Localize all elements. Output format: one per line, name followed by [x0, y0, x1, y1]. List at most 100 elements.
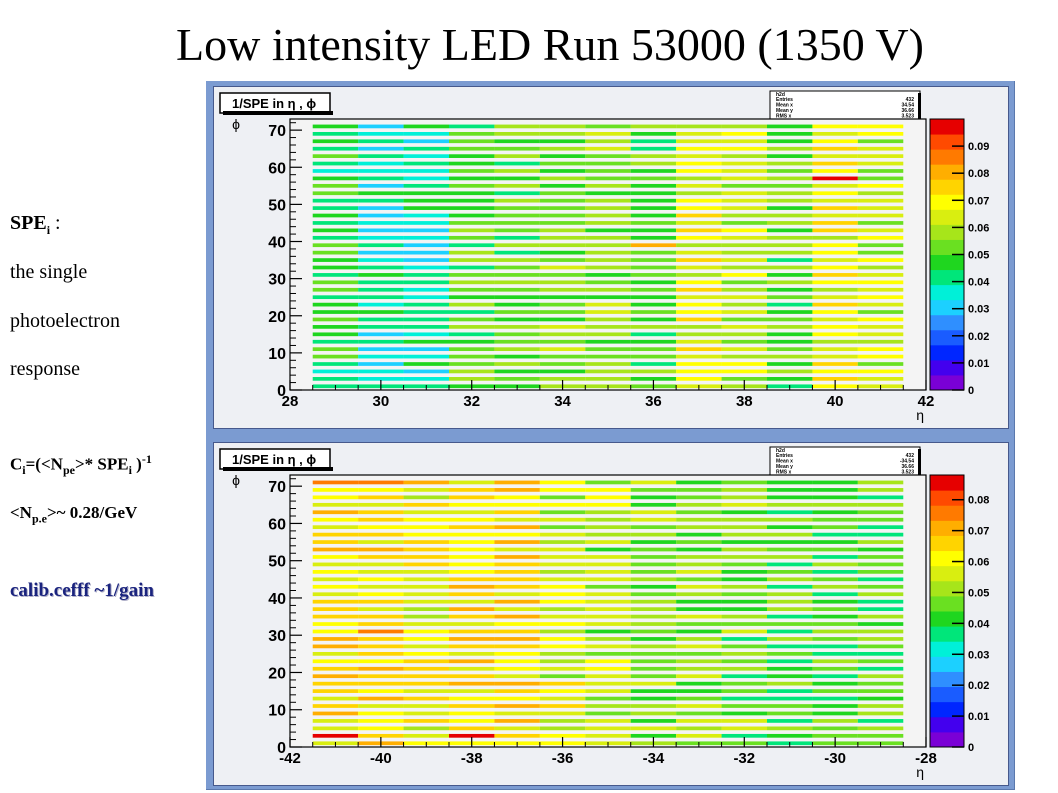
heatmap-cell [358, 488, 404, 492]
heatmap-cell [857, 726, 904, 731]
heatmap-cell [358, 689, 404, 693]
heatmap-cell [449, 295, 495, 300]
heatmap-cell [721, 235, 767, 240]
formula-pe-sub: pe [62, 463, 75, 478]
heatmap-cell [585, 369, 631, 374]
heatmap-cell [358, 213, 404, 218]
stats-value: 432 [906, 97, 915, 103]
heatmap-cell [539, 354, 586, 359]
heatmap-cell [403, 599, 449, 604]
heatmap-cell [449, 339, 495, 344]
heatmap-cell [494, 681, 540, 686]
y-tick-label: 20 [268, 309, 286, 326]
heatmap-cell [812, 317, 858, 322]
heatmap-cell [494, 584, 540, 589]
heatmap-cell [767, 369, 813, 374]
heatmap-cell [721, 124, 767, 129]
heatmap-cell [630, 570, 677, 574]
heatmap-cell [539, 221, 586, 225]
heatmap-cell [358, 154, 404, 158]
heatmap-cell [721, 547, 767, 552]
heatmap-cell [721, 525, 767, 530]
heatmap-pad-negative-eta: 1/SPE in η , ϕ h2d Entries 432 Mean x -34.54 M… [213, 442, 1009, 786]
heatmap-cell [403, 555, 449, 559]
heatmap-cell [494, 228, 540, 233]
heatmap-cell [585, 124, 631, 129]
colorbar-segment [930, 269, 964, 286]
heatmap-cell [449, 176, 495, 181]
heatmap-cell [812, 532, 858, 537]
heatmap-cell [312, 169, 359, 173]
heatmap-cell [449, 332, 495, 337]
heatmap-cell [630, 287, 677, 292]
heatmap-cell [494, 637, 540, 641]
heatmap-cell [358, 124, 404, 129]
heatmap-cell [358, 644, 404, 649]
stats-shadow [918, 449, 921, 483]
colorbar-segment [930, 194, 964, 210]
heatmap-cell [767, 607, 813, 611]
heatmap-cell [857, 637, 904, 641]
heatmap-cell [676, 733, 722, 738]
heatmap-cell [676, 711, 722, 716]
heatmap-cell [857, 555, 904, 559]
heatmap-cell [721, 131, 767, 136]
heatmap-cell [403, 273, 449, 277]
heatmap-cell [767, 317, 813, 322]
heatmap-cell [630, 347, 677, 352]
heatmap-cell [358, 287, 404, 292]
x-tick-label: 34 [554, 393, 571, 410]
spe-colon: : [50, 212, 61, 234]
heatmap-cell [585, 317, 631, 322]
heatmap-cell [449, 599, 495, 604]
heatmap-cell [403, 302, 449, 307]
heatmap-cell [494, 488, 540, 492]
heatmap-cell [721, 265, 767, 270]
heatmap-cell [449, 258, 495, 262]
heatmap-cell [494, 540, 540, 544]
heatmap-cell [676, 228, 722, 233]
heatmap-cell [539, 124, 586, 129]
heatmap-cell [312, 377, 359, 381]
heatmap-cell [449, 659, 495, 664]
heatmap-cell [857, 124, 904, 129]
heatmap-cell [812, 711, 858, 716]
heatmap-cell [721, 198, 767, 203]
heatmap-cell [585, 495, 631, 500]
heatmap-cell [812, 704, 858, 708]
heatmap-cell [449, 235, 495, 240]
heatmap-cell [539, 629, 586, 634]
heatmap-cell [812, 555, 858, 559]
colorbar-segment [930, 520, 964, 536]
heatmap-cell [312, 198, 359, 203]
heatmap-cell [676, 302, 722, 307]
heatmap-cell [812, 644, 858, 649]
heatmap-cell [358, 161, 404, 166]
heatmap-cell [857, 547, 904, 552]
heatmap-cell [449, 302, 495, 307]
heatmap-cell [539, 726, 586, 731]
heatmap-cell [449, 250, 495, 255]
colorbar-tick-label: 0 [968, 742, 974, 754]
heatmap-cell [494, 674, 540, 679]
spe-label: SPE [10, 212, 47, 234]
heatmap-cell [767, 540, 813, 544]
stats-label: Mean x [776, 103, 793, 109]
heatmap-cell [721, 584, 767, 589]
heatmap-cell [676, 674, 722, 679]
heatmap-cell [539, 622, 586, 626]
heatmap-cell [812, 139, 858, 144]
heatmap-cell [539, 525, 586, 530]
heatmap-cell [403, 532, 449, 537]
heatmap-cell [449, 287, 495, 292]
heatmap-cell [494, 235, 540, 240]
heatmap-cell [539, 719, 586, 723]
heatmap-cell [494, 510, 540, 515]
heatmap-cell [630, 547, 677, 552]
heatmap-cell [358, 540, 404, 544]
hist-title-box: 1/SPE in η , ϕ [219, 92, 333, 115]
formula-close: ) [131, 454, 142, 474]
x-axis: 28 30 32 34 36 38 40 42η [282, 380, 934, 423]
formula-exp: -1 [141, 452, 152, 466]
npe-value: <Np.e>~ 0.28/GeV [10, 503, 137, 526]
